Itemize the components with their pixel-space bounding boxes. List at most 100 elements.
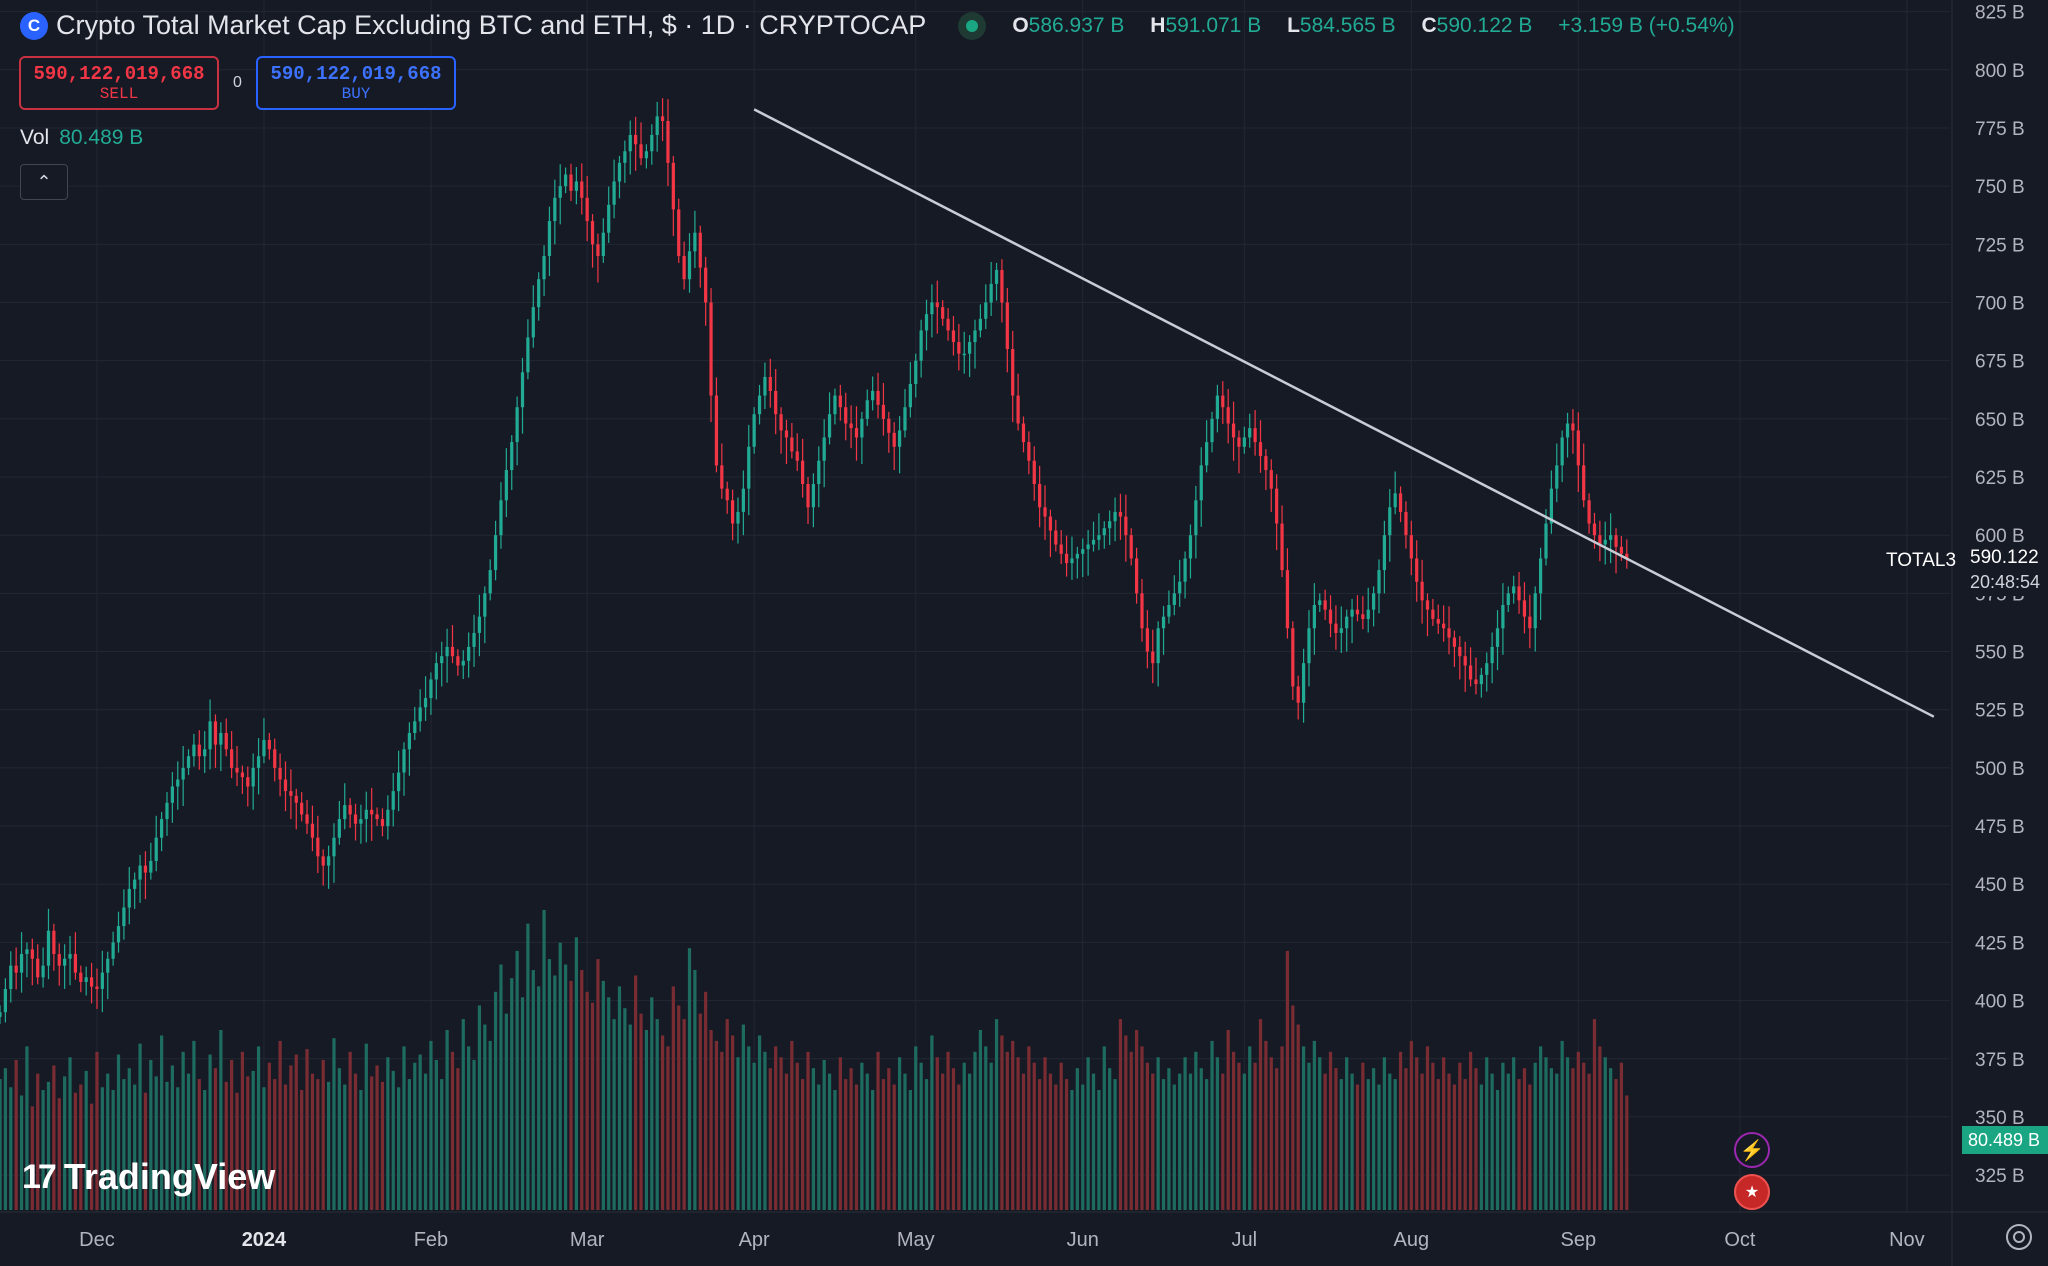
symbol-title[interactable]: Crypto Total Market Cap Excluding BTC an… — [56, 10, 927, 40]
candle-body — [25, 949, 29, 955]
candle-body — [1048, 516, 1053, 531]
candle-body — [418, 707, 422, 722]
candle-body — [1609, 535, 1613, 540]
candle-body — [413, 721, 417, 733]
coin-icon[interactable]: C — [20, 11, 48, 40]
volume-bar — [774, 1046, 778, 1210]
candle-body — [1485, 663, 1489, 675]
y-tick-label: 675 B — [1975, 352, 2025, 373]
volume-bar — [677, 1005, 681, 1210]
volume-bar — [1619, 1062, 1624, 1210]
candle-body — [63, 958, 67, 966]
volume-bar — [1237, 1062, 1241, 1210]
low-label: L — [1287, 13, 1300, 37]
collapse-legend-button[interactable]: ⌃ — [20, 164, 68, 200]
sell-button[interactable]: 590,122,019,668 SELL — [19, 56, 219, 110]
tradingview-logo[interactable]: 17 TradingView — [22, 1156, 275, 1198]
volume-bar — [1522, 1068, 1527, 1210]
candle-body — [1528, 616, 1532, 629]
candle-body — [1625, 553, 1629, 559]
volume-bar — [321, 1060, 325, 1210]
candle-body — [924, 314, 929, 331]
volume-bar — [289, 1065, 293, 1210]
volume-bar — [1555, 1073, 1559, 1210]
candle-body — [967, 342, 972, 354]
candle-body — [639, 144, 643, 159]
candle-body — [1011, 349, 1015, 396]
volume-bar — [838, 1057, 842, 1210]
volume-bar — [1544, 1057, 1548, 1210]
volume-bar — [1355, 1084, 1360, 1210]
candle-body — [757, 395, 762, 415]
candle-body — [1474, 679, 1478, 685]
volume-bar — [1172, 1084, 1176, 1210]
candle-body — [326, 856, 331, 866]
candle-body — [1345, 616, 1349, 629]
bolt-icon[interactable]: ⚡ — [1734, 1132, 1770, 1168]
volume-bar — [1194, 1051, 1198, 1210]
volume-bar — [1231, 1051, 1236, 1210]
candle-body — [994, 269, 999, 284]
volume-bar — [1161, 1079, 1166, 1210]
volume-bar — [1436, 1079, 1440, 1210]
candle-body — [865, 400, 869, 419]
open-label: O — [1012, 13, 1029, 37]
candle-body — [1032, 460, 1036, 484]
us-flag-icon[interactable]: ★ — [1734, 1174, 1770, 1210]
volume-bar — [219, 1030, 223, 1210]
candle-body — [1237, 437, 1241, 447]
candle-body — [817, 460, 821, 484]
candle-body — [1512, 586, 1516, 594]
volume-bar — [176, 1087, 180, 1210]
candle-body — [1016, 395, 1020, 424]
volume-bar — [1269, 1057, 1273, 1210]
candle-body — [1576, 430, 1580, 466]
candle-body — [1086, 544, 1090, 550]
candle-body — [1129, 535, 1133, 559]
candle-body — [1468, 665, 1473, 680]
candle-body — [563, 174, 568, 187]
volume-bar — [1458, 1062, 1462, 1210]
buy-button[interactable]: 590,122,019,668 BUY — [256, 56, 456, 110]
candle-body — [693, 232, 697, 252]
candle-body — [849, 423, 853, 429]
volume-bar — [941, 1073, 945, 1210]
candle-body — [1452, 637, 1457, 647]
volume-bar — [1614, 1079, 1618, 1210]
candle-body — [370, 809, 374, 815]
volume-bar — [73, 1092, 78, 1210]
volume-bar — [159, 1035, 164, 1210]
volume-bar — [1242, 1073, 1246, 1210]
candle-body — [941, 307, 945, 319]
volume-value: 80.489 B — [59, 126, 144, 149]
candle-body — [1372, 593, 1376, 610]
candle-body — [0, 1012, 2, 1017]
candle-body — [704, 267, 708, 303]
volume-bar — [181, 1051, 185, 1210]
volume-bar — [650, 997, 654, 1210]
candle-body — [1350, 609, 1354, 617]
candle-body — [1318, 600, 1322, 605]
candle-body — [801, 460, 805, 484]
volume-bar — [860, 1062, 864, 1210]
candle-body — [1544, 523, 1548, 559]
volume-bar — [1538, 1046, 1543, 1210]
volume-legend[interactable]: Vol 80.489 B — [20, 126, 143, 150]
volume-bar — [1382, 1057, 1387, 1210]
candle-body — [1151, 651, 1155, 664]
volume-bar — [1221, 1073, 1225, 1210]
candle-body — [208, 721, 212, 750]
market-status-icon[interactable] — [958, 11, 987, 40]
volume-bar — [14, 1060, 18, 1210]
volume-bar — [1285, 950, 1290, 1210]
candle-body — [720, 465, 724, 489]
volume-bar — [143, 1092, 148, 1210]
candle-body — [585, 197, 589, 222]
x-tick-label: Sep — [1561, 1229, 1597, 1251]
candle-body — [181, 767, 185, 780]
volume-bar — [558, 942, 562, 1210]
volume-label: Vol — [20, 126, 50, 149]
settings-icon[interactable] — [2006, 1224, 2032, 1250]
candle-body — [1415, 558, 1419, 582]
